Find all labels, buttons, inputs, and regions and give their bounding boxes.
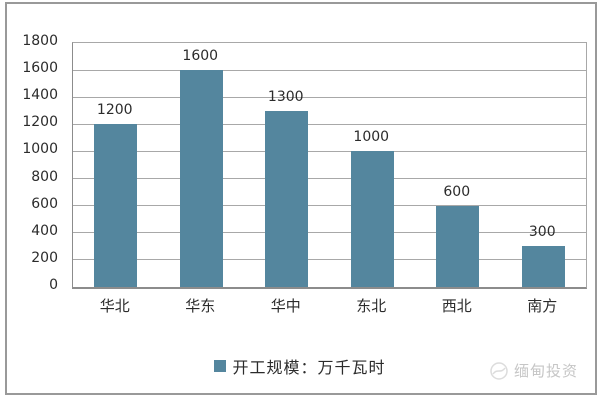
bar-value-label: 300: [528, 224, 556, 241]
gridline: [73, 232, 586, 234]
bar-value-label: 600: [443, 183, 471, 200]
legend-label: 开工规模：万千瓦时: [232, 358, 386, 377]
bar: [350, 151, 394, 287]
y-tick-label: 1000: [22, 141, 58, 158]
x-category-label: 西北: [441, 297, 472, 315]
y-tick-label: 400: [31, 222, 58, 239]
bar: [436, 205, 480, 287]
y-tick-label: 800: [31, 168, 58, 185]
x-category-label: 东北: [356, 297, 387, 315]
watermark-logo-icon: [489, 361, 509, 381]
bar: [521, 246, 565, 287]
plot-area: [72, 42, 587, 289]
gridline: [73, 96, 586, 98]
bar-value-label: 1200: [96, 102, 133, 119]
x-category-label: 华北: [99, 297, 130, 315]
bar-value-label: 1000: [353, 129, 390, 146]
watermark-text: 缅甸投资: [513, 362, 578, 380]
chart-legend: 开工规模：万千瓦时: [0, 354, 600, 378]
bar-value-label: 1600: [182, 48, 219, 65]
bar-value-label: 1300: [267, 88, 304, 105]
y-tick-label: 1800: [22, 33, 58, 49]
x-category-label: 华中: [270, 297, 301, 315]
y-tick-label: 1200: [22, 114, 58, 131]
y-tick-label: 600: [31, 195, 58, 212]
gridline: [73, 123, 586, 125]
y-tick-label: 1600: [22, 60, 58, 77]
gridline: [73, 69, 586, 71]
legend-swatch-icon: [214, 360, 227, 372]
y-tick-label: 0: [49, 277, 58, 293]
bar: [94, 124, 138, 287]
gridline: [73, 150, 586, 152]
gridline: [73, 205, 586, 207]
gridline: [73, 178, 586, 180]
bar: [265, 110, 309, 287]
y-tick-label: 200: [31, 249, 58, 266]
x-category-label: 南方: [527, 297, 558, 315]
y-tick-label: 1400: [22, 87, 58, 104]
gridline: [73, 259, 586, 261]
watermark: 缅甸投资: [489, 360, 578, 381]
bar: [179, 70, 223, 287]
x-category-label: 华东: [185, 297, 216, 315]
